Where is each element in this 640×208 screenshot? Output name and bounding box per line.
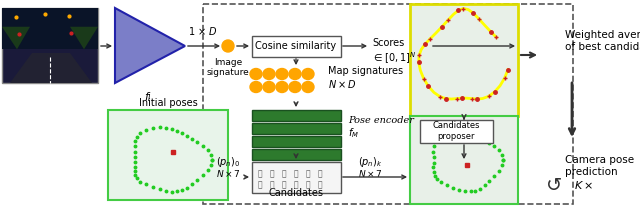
Text: $N \times 7$: $N \times 7$ xyxy=(358,168,383,179)
Text: $f_I$: $f_I$ xyxy=(144,90,152,104)
Polygon shape xyxy=(70,27,98,49)
Ellipse shape xyxy=(250,82,262,93)
Text: ↆ: ↆ xyxy=(282,169,286,178)
FancyBboxPatch shape xyxy=(252,109,340,120)
Ellipse shape xyxy=(302,68,314,79)
Text: ↆ: ↆ xyxy=(258,180,262,189)
Text: $N \times 7$: $N \times 7$ xyxy=(216,168,241,179)
Text: Weighted average
of best candidates: Weighted average of best candidates xyxy=(565,30,640,52)
Bar xyxy=(2,8,98,83)
Text: Pose encoder
$f_M$: Pose encoder $f_M$ xyxy=(348,116,414,140)
Text: 1 × $D$: 1 × $D$ xyxy=(188,25,218,37)
Text: Scores
$\in [0,1]^N$: Scores $\in [0,1]^N$ xyxy=(372,38,416,66)
Text: Candidates
proposer: Candidates proposer xyxy=(432,121,480,141)
Ellipse shape xyxy=(222,40,234,52)
Text: ↺: ↺ xyxy=(546,176,562,194)
Text: Candidates: Candidates xyxy=(269,188,323,198)
Text: $K\times$: $K\times$ xyxy=(574,179,593,191)
Polygon shape xyxy=(115,8,185,83)
FancyBboxPatch shape xyxy=(410,116,518,204)
Text: Image
signature: Image signature xyxy=(207,58,250,77)
Ellipse shape xyxy=(250,68,262,79)
FancyBboxPatch shape xyxy=(252,161,340,192)
Text: Cosine similarity: Cosine similarity xyxy=(255,41,337,51)
Text: ↆ: ↆ xyxy=(269,169,275,178)
FancyBboxPatch shape xyxy=(252,123,340,134)
Text: ↆ: ↆ xyxy=(294,180,298,189)
Text: $(p_n)_0$: $(p_n)_0$ xyxy=(216,155,240,169)
Polygon shape xyxy=(10,53,92,83)
Text: ↆ: ↆ xyxy=(306,180,310,189)
FancyBboxPatch shape xyxy=(252,36,340,57)
Ellipse shape xyxy=(263,68,275,79)
FancyBboxPatch shape xyxy=(252,149,340,160)
FancyBboxPatch shape xyxy=(108,110,228,200)
Text: ↆ: ↆ xyxy=(306,169,310,178)
Text: ↆ: ↆ xyxy=(282,180,286,189)
Ellipse shape xyxy=(289,82,301,93)
Text: ↆ: ↆ xyxy=(294,169,298,178)
FancyBboxPatch shape xyxy=(252,135,340,146)
Bar xyxy=(2,8,98,49)
Text: ↆ: ↆ xyxy=(269,180,275,189)
Ellipse shape xyxy=(289,68,301,79)
Text: $(p_n)_k$: $(p_n)_k$ xyxy=(358,155,383,169)
Text: Initial poses: Initial poses xyxy=(139,98,197,108)
Ellipse shape xyxy=(276,82,288,93)
Text: Camera pose
prediction: Camera pose prediction xyxy=(565,155,634,177)
Text: ↆ: ↆ xyxy=(317,169,323,178)
Text: Map signatures
$N \times D$: Map signatures $N \times D$ xyxy=(328,66,403,90)
Text: ↆ: ↆ xyxy=(317,180,323,189)
FancyBboxPatch shape xyxy=(410,4,518,116)
FancyBboxPatch shape xyxy=(419,120,493,142)
Text: ↆ: ↆ xyxy=(258,169,262,178)
Polygon shape xyxy=(2,27,30,49)
Ellipse shape xyxy=(302,82,314,93)
Ellipse shape xyxy=(276,68,288,79)
Ellipse shape xyxy=(263,82,275,93)
